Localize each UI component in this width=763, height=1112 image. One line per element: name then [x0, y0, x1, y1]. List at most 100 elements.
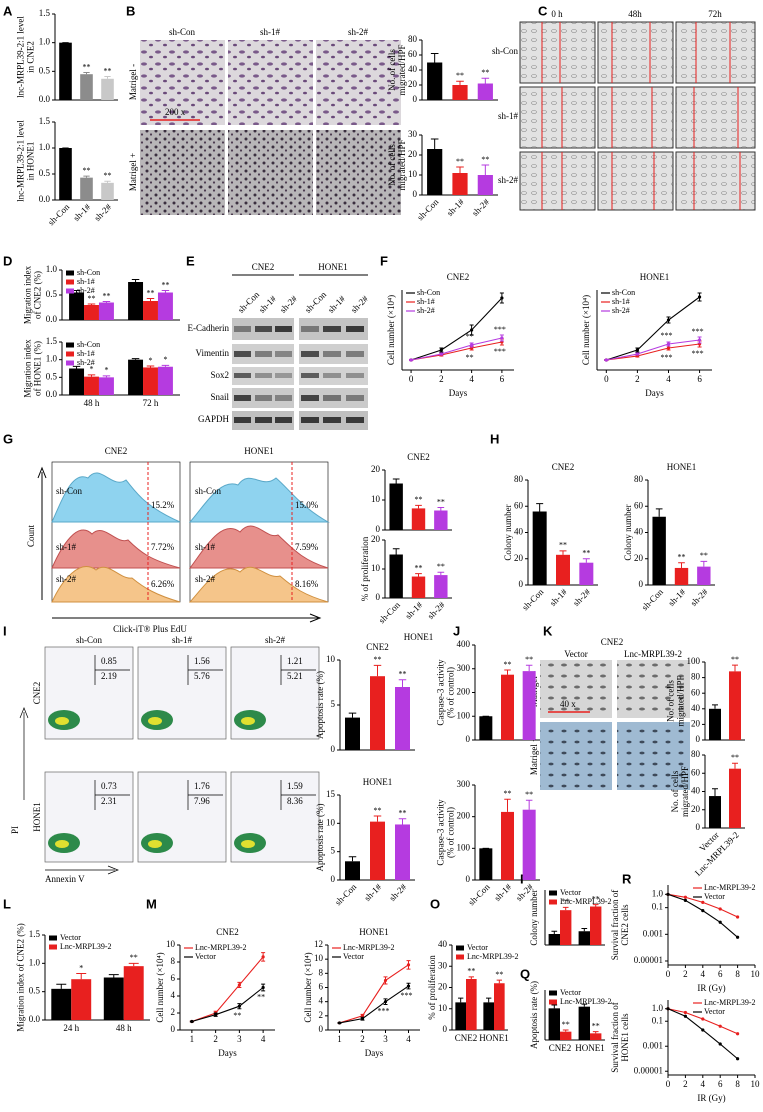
panel-letter: F	[380, 253, 388, 268]
significance: **	[399, 809, 407, 818]
y-tick-label: 10	[166, 939, 176, 949]
error-bar	[161, 290, 170, 293]
percentage-label: 8.16%	[295, 579, 319, 589]
error-bar	[581, 1003, 588, 1007]
bar	[709, 796, 721, 828]
bar	[579, 562, 594, 585]
y-tick-label: 100	[457, 842, 471, 852]
error-bar	[373, 664, 382, 677]
bar	[501, 811, 514, 880]
legend-label: sh-2#	[77, 358, 95, 367]
significance: **	[562, 897, 570, 906]
error-bar	[581, 928, 588, 932]
point	[701, 900, 705, 904]
percentage-label: 15.2%	[151, 500, 175, 510]
significance: **	[466, 353, 474, 362]
significance: **	[481, 68, 489, 77]
significance: **	[102, 291, 110, 300]
x-tick-label: sh-Con	[520, 586, 546, 612]
y-axis-label: Caspase-3 activity	[435, 659, 445, 726]
quadrant-value: 5.21	[287, 671, 303, 681]
panel-letter: C	[538, 3, 548, 18]
x-tick-label: sh-Con	[46, 201, 72, 227]
x-tick-label: CNE2	[549, 1043, 572, 1053]
bar	[578, 1006, 590, 1040]
legend-label: sh-Con	[612, 288, 635, 297]
y-tick-label: 0.5	[29, 986, 41, 996]
chart-title: HONE1	[640, 272, 670, 282]
chart-title: CNE2	[366, 642, 389, 652]
x-tick-label: sh-2#	[688, 586, 710, 608]
significance: **	[495, 970, 503, 979]
panel-letter: K	[543, 623, 553, 638]
wound-images-c	[519, 21, 756, 211]
legend-label: Vector	[704, 892, 725, 901]
y-axis-label: migrated/HPF	[675, 676, 685, 727]
y-tick-label: 10	[314, 953, 324, 963]
point	[701, 909, 705, 913]
significance: ***	[660, 353, 672, 362]
y-tick-label: 2	[171, 1007, 176, 1017]
error-bar	[87, 374, 96, 377]
x-tick-label: 10	[751, 1079, 761, 1089]
x-tick-label: HONE1	[575, 1043, 605, 1053]
point	[736, 935, 740, 939]
error-bar	[146, 298, 155, 301]
point	[406, 963, 411, 967]
point	[383, 1000, 388, 1004]
legend-swatch	[549, 990, 557, 996]
significance: **	[466, 332, 474, 341]
column-label: sh-Con	[76, 635, 103, 645]
x-tick-label: sh-2#	[92, 201, 114, 223]
y-axis-label: Survival fraction of	[610, 890, 620, 960]
significance: **	[582, 549, 590, 558]
y-tick-label: 40	[691, 703, 701, 713]
legend-swatch	[66, 288, 74, 294]
y-tick-label: 6	[319, 982, 324, 992]
x-tick-label: sh-2#	[425, 599, 447, 621]
significance: **	[456, 157, 464, 166]
point	[697, 338, 702, 342]
y-tick-label: 0	[696, 734, 701, 744]
significance: ***	[494, 347, 506, 356]
significance: **	[415, 495, 423, 504]
y-tick-label: 4	[171, 990, 176, 1000]
bar	[674, 567, 689, 585]
series-line	[606, 296, 700, 361]
y-axis-label: Cell number (×10⁴)	[303, 952, 313, 1022]
y-tick-label: 0	[443, 1024, 448, 1034]
micrographs-b	[140, 40, 401, 215]
error-bar	[562, 1029, 569, 1032]
error-bar	[486, 997, 492, 1003]
point	[383, 978, 388, 983]
legend-swatch	[49, 935, 57, 941]
legend-label: Lnc-MRPL39-2	[467, 952, 519, 961]
significance: ***	[378, 1006, 390, 1015]
x-tick-label: sh-1#	[492, 881, 514, 903]
significance: **	[559, 541, 567, 550]
y-tick-label: 0.1	[652, 902, 663, 912]
row-label: CNE2	[32, 682, 42, 705]
error-bar	[392, 548, 400, 555]
quadrant-value: 2.31	[101, 796, 117, 806]
significance: **	[88, 294, 96, 303]
row-label: sh-1#	[498, 111, 518, 121]
bar	[370, 821, 385, 880]
y-tick-label: 0.5	[39, 65, 51, 75]
cell-line-label: CNE2	[252, 262, 275, 272]
x-tick-label: 24 h	[63, 1023, 79, 1033]
x-axis-label: Days	[365, 1048, 384, 1058]
bar	[345, 717, 360, 750]
cell-line-label: HONE1	[318, 262, 348, 272]
x-tick-label: sh-Con	[466, 881, 492, 907]
bar	[532, 511, 547, 585]
bar	[452, 173, 468, 195]
significance: **	[147, 288, 155, 297]
bar	[59, 42, 72, 100]
y-tick-label: 15	[326, 789, 336, 799]
y-tick-label: 40	[408, 64, 418, 74]
point	[261, 985, 265, 990]
error-bar	[551, 930, 558, 934]
panel-letter: O	[430, 896, 440, 911]
